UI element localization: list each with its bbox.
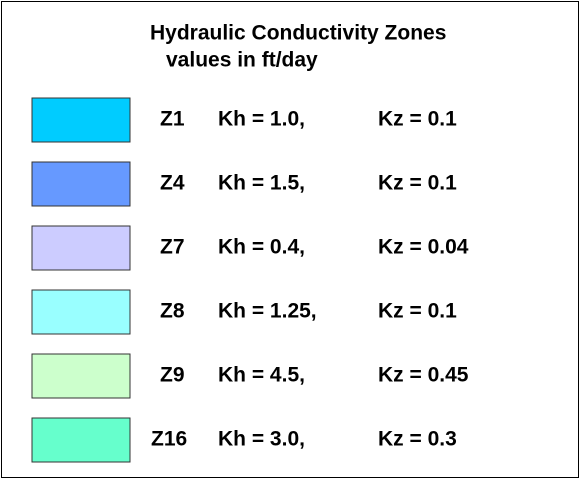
zone-swatch xyxy=(31,161,131,207)
zone-kz: Kz = 0.45 xyxy=(378,364,469,387)
zone-kh: Kh = 3.0, xyxy=(218,428,305,451)
zone-name: Z4 xyxy=(160,172,185,195)
zone-name: Z9 xyxy=(160,364,185,387)
zone-kz: Kz = 0.1 xyxy=(378,108,457,131)
zone-kh: Kh = 1.25, xyxy=(218,300,317,323)
zone-swatch xyxy=(31,289,131,335)
zone-kz: Kz = 0.3 xyxy=(378,428,457,451)
zone-kz: Kz = 0.04 xyxy=(378,236,469,259)
zone-kh: Kh = 1.5, xyxy=(218,172,305,195)
zone-kh: Kh = 4.5, xyxy=(218,364,305,387)
zone-kh: Kh = 0.4, xyxy=(218,236,305,259)
zone-swatch xyxy=(31,353,131,399)
zone-kh: Kh = 1.0, xyxy=(218,108,305,131)
zone-swatch xyxy=(31,225,131,271)
legend-subtitle: values in ft/day xyxy=(166,49,318,72)
legend-title: Hydraulic Conductivity Zones xyxy=(150,22,446,45)
zone-name: Z8 xyxy=(160,300,185,323)
zone-kz: Kz = 0.1 xyxy=(378,300,457,323)
zone-name: Z7 xyxy=(160,236,185,259)
zone-name: Z16 xyxy=(151,428,187,451)
zone-name: Z1 xyxy=(160,108,185,131)
zone-swatch xyxy=(31,97,131,143)
zone-kz: Kz = 0.1 xyxy=(378,172,457,195)
zone-swatch xyxy=(31,417,131,463)
